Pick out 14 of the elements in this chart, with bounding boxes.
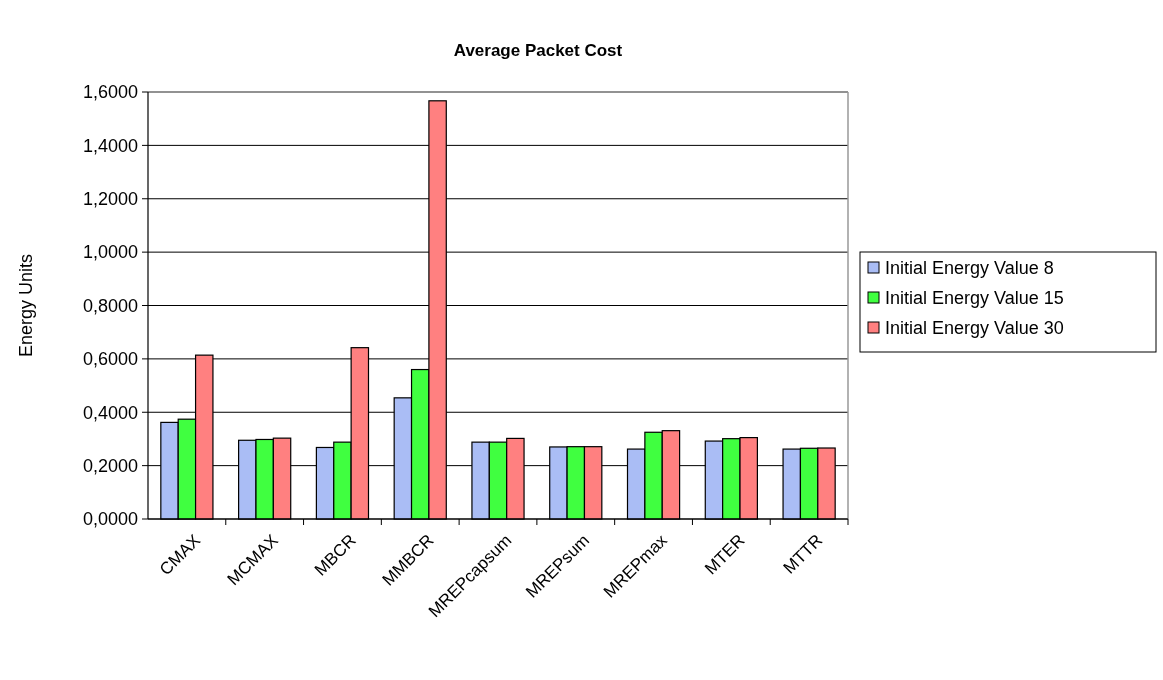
legend-label: Initial Energy Value 8 — [885, 258, 1054, 279]
y-tick-label: 0,6000 — [82, 349, 138, 370]
y-tick-label: 1,0000 — [82, 242, 138, 263]
y-tick-label: 0,8000 — [82, 295, 138, 316]
y-axis-title: Energy Units — [16, 253, 36, 358]
legend-label: Initial Energy Value 30 — [885, 318, 1064, 339]
y-tick-label: 1,2000 — [82, 189, 138, 210]
y-tick-label: 1,6000 — [82, 82, 138, 103]
y-tick-label: 1,4000 — [82, 135, 138, 156]
y-tick-label: 0,0000 — [82, 509, 138, 530]
chart-title: Average Packet Cost — [453, 41, 623, 60]
y-tick-label: 0,2000 — [82, 455, 138, 476]
y-tick-label: 0,4000 — [82, 402, 138, 423]
legend-label: Initial Energy Value 15 — [885, 288, 1064, 309]
